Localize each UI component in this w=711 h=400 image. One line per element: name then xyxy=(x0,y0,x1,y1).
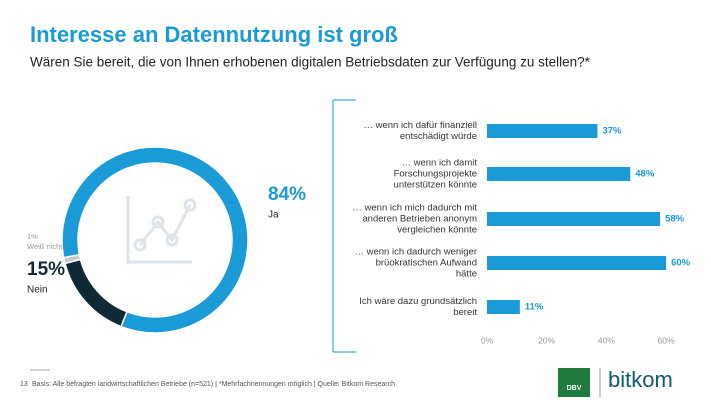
value-label: 1% xyxy=(27,232,38,241)
value-label: 37% xyxy=(602,126,622,137)
x-tick-label: 60% xyxy=(658,335,675,345)
bar xyxy=(487,124,598,138)
value-label: 84% xyxy=(268,184,306,205)
category-label: Weiß nicht xyxy=(27,242,63,251)
x-tick-label: 20% xyxy=(538,335,555,345)
donut-slice xyxy=(62,253,82,265)
category-label: … wenn ich damit Forschungsprojekte unte… xyxy=(393,157,477,191)
donut-slice xyxy=(64,258,128,328)
bar xyxy=(487,167,631,181)
footnote: Basis: Alle befragten landwirtschaftlich… xyxy=(32,381,395,388)
category-label: Ich wäre dazu grundsätzlich bereit xyxy=(359,296,477,318)
category-label: … wenn ich mich dadurch mit anderen Betr… xyxy=(352,202,477,236)
bar xyxy=(487,256,667,270)
category-label: Nein xyxy=(27,285,48,296)
bar xyxy=(487,300,520,314)
title: Interesse an Datennutzung ist groß xyxy=(30,22,398,47)
value-label: 48% xyxy=(635,169,655,180)
x-tick-label: 0% xyxy=(481,335,494,345)
category-label: Ja xyxy=(268,210,279,221)
value-label: 58% xyxy=(665,214,685,225)
chart-icon xyxy=(126,196,197,264)
value-label: 15% xyxy=(27,259,65,280)
x-tick-label: 40% xyxy=(598,335,615,345)
subtitle: Wären Sie bereit, die von Ihnen erhobene… xyxy=(30,55,591,70)
page-number: 13 xyxy=(20,381,28,388)
logo-box xyxy=(558,368,590,397)
value-label: 11% xyxy=(525,302,544,313)
logo-right: bitkom xyxy=(608,367,673,392)
bar xyxy=(487,212,661,226)
category-label: … wenn ich dadurch weniger brüokratische… xyxy=(354,246,477,280)
logo-left: DBV xyxy=(567,385,582,392)
value-label: 60% xyxy=(671,258,691,269)
category-label: … wenn ich dafür finanziell entschädigt … xyxy=(363,120,477,142)
donut-slice xyxy=(61,146,249,334)
